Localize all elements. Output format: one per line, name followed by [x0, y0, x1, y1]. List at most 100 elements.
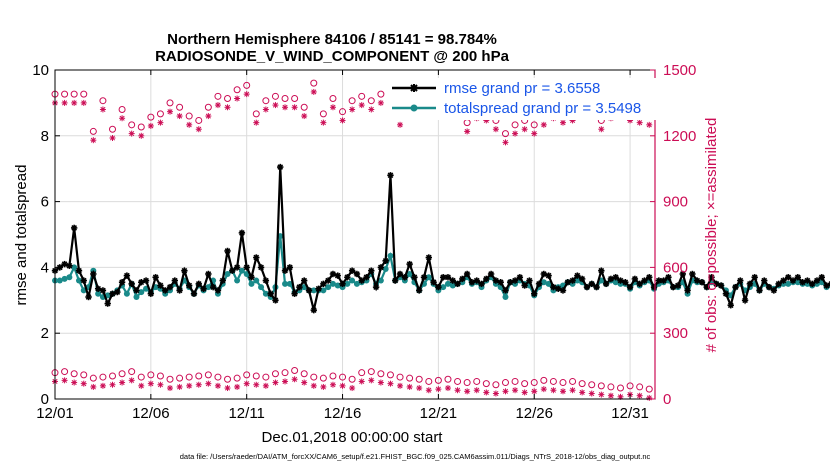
rmse-point: [727, 302, 734, 309]
obs-assimilated-marker: [483, 389, 490, 396]
obs-assimilated-marker: [512, 387, 519, 394]
rmse-point: [104, 300, 111, 307]
totalspread-point: [248, 280, 255, 287]
obs-star-stroke: [167, 109, 173, 115]
totalspread-point: [440, 284, 447, 291]
obs-possible-marker: [329, 95, 337, 103]
rmse-star-stroke: [761, 277, 768, 284]
rmse-point: [756, 287, 763, 294]
rmse-point: [775, 280, 782, 288]
obs-possible-marker: [348, 97, 356, 105]
rmse-point: [818, 274, 825, 281]
rmse-star-stroke: [363, 274, 370, 281]
obs-assimilated-marker: [617, 393, 624, 400]
rmse-point: [310, 306, 317, 314]
totalspread-point: [95, 290, 102, 297]
rmse-star-stroke: [531, 290, 538, 297]
rmse-point: [550, 283, 557, 291]
obs-possible-marker: [185, 112, 193, 120]
rmse-star-stroke: [378, 264, 384, 271]
rmse-star-stroke: [229, 267, 236, 274]
obs-star-stroke: [579, 389, 585, 395]
obs-possible-marker: [300, 103, 308, 111]
obs-possible-marker: [281, 95, 289, 103]
rmse-star-stroke: [205, 271, 212, 277]
totalspread-point: [138, 289, 145, 296]
obs-star-stroke: [186, 122, 192, 128]
rmse-point: [497, 279, 504, 286]
obs-possible-marker: [89, 127, 97, 135]
obs-assimilated-marker: [90, 137, 97, 144]
rmse-star-stroke: [100, 287, 106, 294]
totalspread-point: [329, 280, 336, 287]
obs-star-stroke: [522, 126, 528, 132]
rmse-point: [358, 277, 365, 284]
obs-star-stroke: [119, 379, 125, 386]
rmse-star-stroke: [301, 277, 308, 284]
rmse-point: [602, 280, 610, 288]
rmse-star-stroke: [291, 290, 298, 297]
rmse-star-stroke: [262, 277, 269, 284]
obs-possible-marker: [377, 370, 385, 378]
totalspread-point: [377, 277, 384, 284]
obs-star-stroke: [205, 381, 211, 387]
obs-star-stroke: [224, 104, 231, 110]
rmse-star-stroke: [421, 274, 427, 281]
obs-star-stroke: [416, 385, 422, 391]
obs-possible-marker: [262, 373, 270, 381]
obs-possible-marker: [339, 373, 347, 381]
totalspread-point: [406, 270, 413, 277]
rmse-star-stroke: [747, 280, 753, 287]
obs-star-stroke: [272, 102, 279, 108]
obs-possible-marker: [636, 383, 644, 391]
obs-assimilated-marker: [167, 385, 174, 392]
obs-assimilated-marker: [521, 126, 528, 133]
obs-possible-marker: [80, 90, 88, 98]
rmse-point: [257, 264, 265, 271]
rmse-point: [243, 264, 250, 271]
obs-assimilated-marker: [224, 104, 231, 111]
rmse-point: [737, 277, 744, 284]
obs-assimilated-marker: [569, 387, 576, 394]
obs-possible-marker: [204, 371, 212, 379]
totalspread-point: [502, 294, 509, 301]
rmse-star-stroke: [775, 280, 782, 287]
rmse-point: [531, 290, 538, 297]
obs-possible-marker: [367, 368, 375, 376]
obs-assimilated-marker: [636, 119, 643, 126]
rmse-point: [176, 287, 183, 294]
rmse-star-stroke: [794, 274, 801, 281]
obs-assimilated-marker: [444, 385, 451, 392]
obs-star-stroke: [512, 387, 518, 393]
rmse-point: [478, 280, 485, 288]
rmse-point: [430, 279, 437, 286]
obs-possible-marker: [300, 370, 308, 378]
totalspread-point: [320, 287, 327, 294]
obs-assimilated-marker: [406, 383, 413, 390]
obs-star-stroke: [608, 393, 614, 399]
obs-assimilated-marker: [138, 132, 145, 139]
obs-assimilated-marker: [195, 126, 202, 133]
obs-star-stroke: [637, 120, 643, 126]
obs-possible-marker: [262, 97, 270, 105]
rmse-point: [157, 282, 164, 289]
obs-star-stroke: [301, 113, 307, 119]
chart-subtitle: RADIOSONDE_V_WIND_COMPONENT @ 200 hPa: [155, 48, 510, 65]
rmse-point: [166, 283, 174, 291]
obs-assimilated-marker: [435, 386, 442, 393]
rmse-star-stroke: [200, 285, 207, 292]
obs-assimilated-marker: [301, 379, 308, 386]
rmse-star-stroke: [358, 277, 365, 284]
legend: rmse grand pr = 3.6558 totalspread grand…: [385, 78, 658, 120]
totalspread-point: [545, 280, 552, 287]
rmse-star-stroke: [488, 271, 494, 277]
rmse-star-stroke: [277, 164, 284, 170]
rmse-star-stroke: [564, 279, 571, 286]
rmse-star-stroke: [790, 277, 796, 284]
rmse-star-stroke: [569, 277, 576, 284]
obs-assimilated-marker: [205, 380, 212, 387]
obs-star-stroke: [100, 106, 106, 113]
totalspread-point: [262, 290, 269, 297]
obs-assimilated-marker: [598, 126, 605, 133]
rmse-point: [118, 279, 126, 286]
